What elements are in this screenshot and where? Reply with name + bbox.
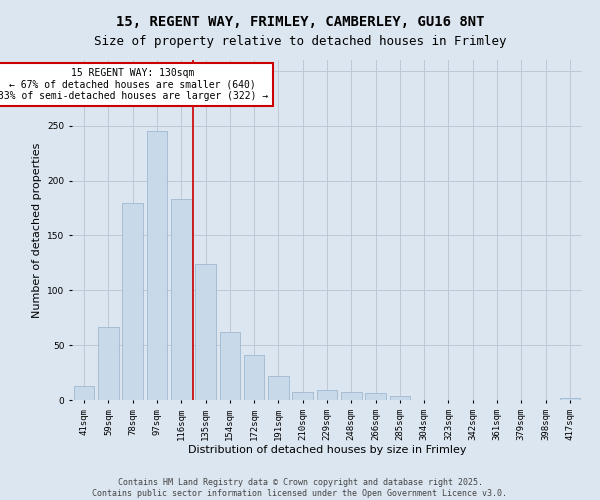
Text: 15, REGENT WAY, FRIMLEY, CAMBERLEY, GU16 8NT: 15, REGENT WAY, FRIMLEY, CAMBERLEY, GU16… [116,15,484,29]
Bar [268,376,289,400]
Bar [292,392,313,400]
Bar [74,386,94,400]
Y-axis label: Number of detached properties: Number of detached properties [32,142,41,318]
Bar [146,132,167,400]
Text: 15 REGENT WAY: 130sqm
← 67% of detached houses are smaller (640)
33% of semi-det: 15 REGENT WAY: 130sqm ← 67% of detached … [0,68,268,101]
Bar [389,396,410,400]
Bar [171,200,191,400]
Text: Size of property relative to detached houses in Frimley: Size of property relative to detached ho… [94,35,506,48]
Text: Contains HM Land Registry data © Crown copyright and database right 2025.
Contai: Contains HM Land Registry data © Crown c… [92,478,508,498]
Bar [365,394,386,400]
Bar [122,202,143,400]
Bar [98,326,119,400]
X-axis label: Distribution of detached houses by size in Frimley: Distribution of detached houses by size … [188,446,466,456]
Bar [244,355,265,400]
Bar [195,264,216,400]
Bar [220,332,240,400]
Bar [560,398,580,400]
Bar [341,392,362,400]
Bar [317,390,337,400]
